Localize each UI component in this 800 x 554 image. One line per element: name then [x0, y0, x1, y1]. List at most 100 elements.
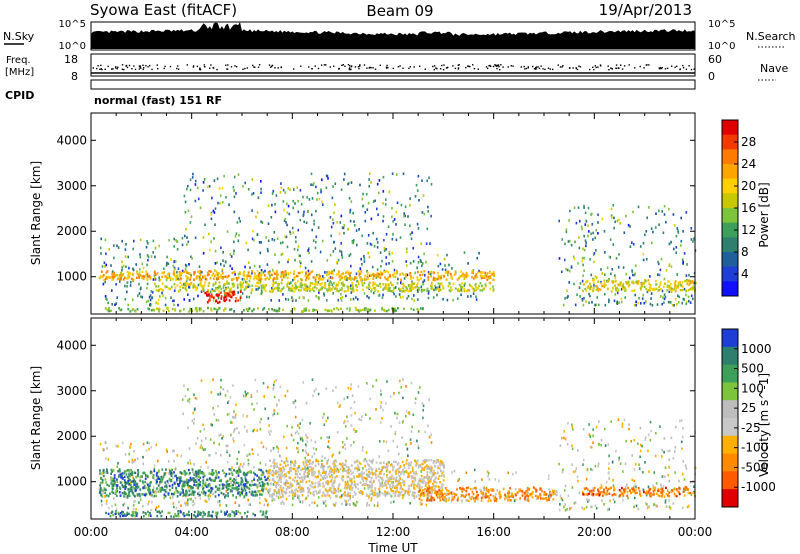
velocity-band-cell — [441, 483, 444, 487]
velocity-band-cell — [234, 479, 237, 482]
velocity-cell — [294, 399, 297, 403]
power-cell — [572, 255, 575, 259]
power-band-cell — [190, 282, 193, 285]
velocity-cell — [176, 454, 179, 457]
velocity-cell — [112, 497, 115, 500]
velocity-cell — [427, 424, 429, 428]
power-cell — [415, 183, 418, 187]
velocity-cell — [383, 440, 385, 443]
velocity-band-cell — [218, 471, 220, 474]
power-cell — [315, 185, 317, 189]
power-cell — [188, 285, 190, 289]
velocity-band-cell — [311, 481, 313, 484]
velocity-cell — [263, 503, 266, 507]
power-cell — [167, 262, 170, 266]
power-cell — [604, 292, 606, 296]
velocity-cell — [158, 482, 161, 486]
velocity-cell — [474, 468, 476, 472]
power-cell — [677, 294, 679, 298]
nave-point — [123, 68, 125, 71]
power-cell — [616, 302, 619, 305]
power-band-cell — [126, 270, 129, 274]
power-band-cell — [385, 278, 388, 281]
power-cell — [184, 210, 187, 214]
velocity-band-cell — [262, 482, 264, 485]
power-band-cell — [220, 295, 223, 298]
velocity-cell — [681, 447, 683, 451]
velocity-band-cell — [171, 483, 174, 487]
power-band-cell — [264, 277, 267, 281]
velocity-cell — [573, 502, 576, 505]
velocity-cell — [615, 449, 617, 453]
velocity-cell — [683, 478, 686, 481]
velocity-band-cell — [194, 490, 196, 494]
power-cell — [417, 174, 420, 178]
nave-point — [594, 65, 596, 67]
velocity-cell — [147, 502, 149, 506]
power-cell — [274, 210, 277, 214]
velocity-band-cell — [193, 480, 196, 484]
power-band-cell — [180, 277, 182, 280]
power-band-cell — [358, 274, 361, 277]
velocity-band-cell — [312, 461, 314, 464]
velocity-band-cell — [102, 469, 105, 472]
power-band-cell — [419, 307, 422, 310]
nave-point — [435, 67, 437, 69]
velocity-cell — [222, 387, 225, 391]
velocity-cell — [588, 433, 591, 436]
velocity-cell — [622, 499, 624, 502]
velocity-cell — [402, 396, 404, 400]
velocity-band-cell — [317, 460, 320, 463]
power-cell — [244, 265, 246, 269]
velocity-band-cell — [425, 476, 428, 479]
velocity-cell — [328, 436, 330, 439]
velocity-cell — [312, 447, 315, 450]
power-cell — [618, 218, 620, 222]
velocity-band-cell — [179, 476, 182, 479]
velocity-cell — [403, 470, 406, 474]
power-cell — [427, 271, 430, 274]
velocity-cell — [224, 394, 227, 397]
power-cell — [247, 285, 250, 288]
velocity-band-cell — [371, 471, 373, 474]
velocity-cell — [635, 485, 637, 488]
velocity-cell — [564, 509, 567, 512]
velocity-band-cell — [104, 488, 106, 491]
power-cell — [208, 185, 211, 188]
power-cell — [579, 219, 581, 223]
power-band-cell — [196, 310, 198, 313]
power-band-cell — [241, 285, 244, 289]
nave-point — [559, 66, 562, 68]
power-band-cell — [348, 276, 350, 280]
velocity-cell — [361, 449, 364, 452]
velocity-band-cell — [349, 492, 352, 495]
nave-point — [690, 68, 693, 71]
power-cell — [645, 230, 648, 233]
velocity-band-cell — [155, 474, 158, 477]
power-band-cell — [228, 291, 231, 294]
power-band-cell — [136, 270, 138, 273]
power-cell — [668, 242, 671, 246]
velocity-cell — [259, 427, 262, 431]
velocity-band-cell — [228, 483, 231, 486]
power-band-cell — [410, 275, 412, 278]
velocity-cell — [681, 435, 684, 439]
power-cell — [618, 253, 620, 256]
power-cell — [677, 229, 679, 232]
velocity-band-cell — [185, 489, 187, 493]
power-band-cell — [349, 271, 352, 275]
power-band-cell — [303, 307, 306, 311]
velocity-band-cell — [371, 459, 374, 462]
power-cell — [261, 221, 264, 224]
velocity-band-cell — [258, 468, 260, 471]
nave-point — [547, 67, 550, 69]
power-cell — [272, 189, 275, 193]
power-cell — [663, 293, 666, 297]
power-cell — [395, 210, 397, 214]
power-band-cell — [633, 289, 636, 292]
velocity-band-cell — [99, 486, 102, 490]
power-band-cell — [127, 276, 130, 280]
power-cell — [407, 294, 410, 298]
power-band-cell — [327, 271, 330, 274]
power-cell — [585, 220, 588, 223]
